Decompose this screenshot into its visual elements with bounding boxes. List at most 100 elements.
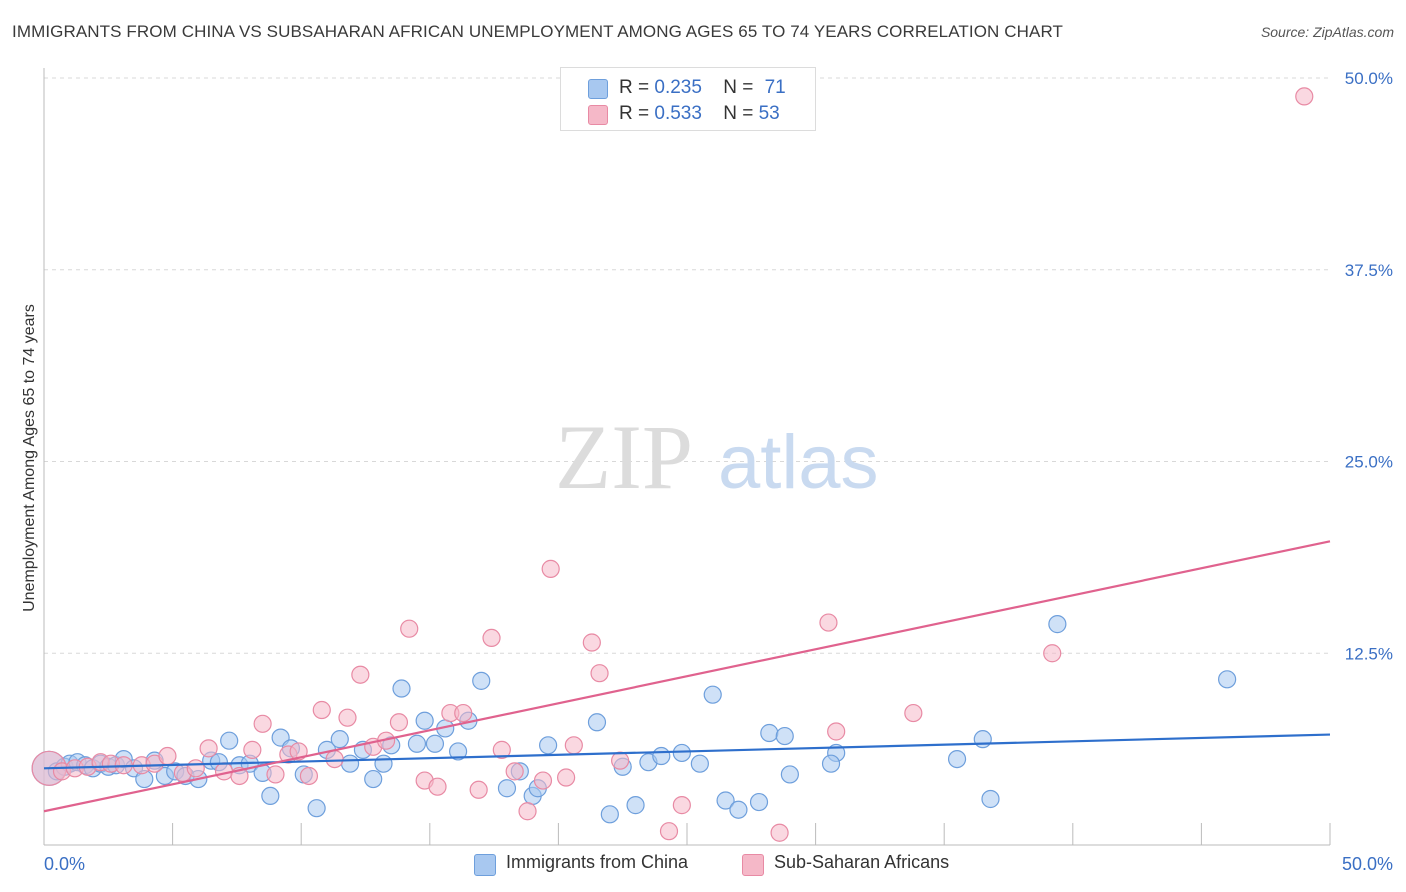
china-point: [626, 796, 645, 815]
y-tick-label: 37.5%: [1345, 261, 1393, 280]
china-point: [780, 765, 799, 784]
china-point: [307, 799, 326, 818]
n-label: N =: [723, 103, 754, 124]
source-label: Source: ZipAtlas.com: [1260, 24, 1394, 40]
china-point: [407, 734, 427, 753]
africa-point: [482, 628, 501, 648]
y-axis-title: Unemployment Among Ages 65 to 74 years: [21, 304, 38, 612]
x-tick-label: 0.0%: [44, 854, 85, 874]
africa-point: [827, 722, 846, 741]
china-point: [729, 800, 748, 819]
axes: [43, 68, 1331, 846]
legend-label-africa: Sub-Saharan Africans: [774, 852, 950, 872]
africa-point: [611, 751, 630, 770]
legend-swatch-africa: [588, 105, 608, 125]
china-point: [600, 805, 619, 824]
china-point: [425, 734, 445, 753]
africa-point: [1043, 644, 1062, 663]
china-point: [716, 791, 735, 810]
trend-line-africa: [43, 540, 1331, 813]
africa-point: [253, 714, 272, 733]
tick-labels: 12.5% 25.0% 37.5% 50.0% 0.0% 50.0%: [44, 69, 1393, 874]
china-point: [703, 685, 722, 704]
china-point: [330, 730, 349, 749]
gridlines: [44, 77, 1330, 654]
china-point: [261, 786, 280, 806]
series-legend: Immigrants from China Sub-Saharan Africa…: [0, 852, 1406, 876]
series-africa-points: [31, 87, 1314, 842]
china-point: [775, 726, 794, 746]
china-point: [587, 713, 607, 732]
china-point: [448, 742, 468, 761]
africa-point: [659, 822, 679, 841]
africa-point: [672, 796, 691, 815]
africa-point: [454, 703, 473, 723]
r-value: 0.533: [654, 103, 702, 124]
china-point: [1048, 615, 1067, 634]
y-tick-label: 25.0%: [1345, 453, 1393, 472]
china-point: [497, 779, 517, 798]
china-point: [749, 792, 769, 812]
africa-point: [770, 823, 789, 842]
africa-point: [266, 765, 285, 784]
chart-title: IMMIGRANTS FROM CHINA VS SUBSAHARAN AFRI…: [12, 22, 1063, 41]
legend-label-china: Immigrants from China: [506, 852, 689, 872]
africa-point: [582, 633, 601, 652]
china-point: [364, 769, 383, 789]
china-point: [672, 743, 691, 763]
n-value: 71: [764, 77, 786, 98]
y-tick-label: 50.0%: [1345, 69, 1393, 88]
china-point: [947, 749, 967, 769]
africa-point: [541, 559, 560, 578]
africa-point: [312, 700, 331, 720]
africa-point: [325, 749, 344, 769]
legend-swatch-africa: [742, 854, 764, 876]
r-value: 0.235: [654, 77, 702, 98]
n-label: N =: [723, 77, 754, 98]
africa-point: [400, 619, 419, 638]
r-label: R =: [619, 103, 650, 124]
trend-lines: [43, 540, 1331, 813]
africa-point: [505, 762, 524, 781]
china-point: [690, 754, 709, 773]
africa-point: [904, 703, 923, 723]
watermark-atlas: atlas: [718, 420, 879, 505]
africa-point: [186, 759, 205, 778]
africa-point: [564, 736, 583, 755]
africa-point: [351, 665, 370, 684]
china-point: [973, 730, 992, 749]
africa-point: [428, 777, 447, 796]
china-point: [340, 754, 360, 773]
africa-point: [1295, 87, 1314, 106]
watermark-zip: ZIP: [555, 406, 693, 508]
r-label: R =: [619, 77, 650, 98]
africa-point: [389, 713, 409, 732]
y-tick-label: 12.5%: [1345, 644, 1393, 663]
trend-line-china: [43, 733, 1331, 770]
watermark: ZIP atlas: [555, 406, 879, 508]
africa-point: [492, 740, 511, 759]
africa-point: [819, 613, 838, 632]
correlation-legend: R = 0.235 N = 71 R = 0.533 N = 53: [560, 67, 816, 131]
africa-point: [557, 768, 576, 787]
africa-point: [533, 771, 553, 790]
china-point: [374, 754, 393, 773]
china-point: [415, 711, 434, 730]
africa-point: [299, 766, 319, 786]
china-point: [220, 731, 239, 750]
africa-point: [338, 708, 357, 727]
china-point: [392, 679, 411, 698]
china-point: [760, 723, 779, 743]
africa-point: [518, 802, 537, 821]
legend-swatch-china: [588, 79, 608, 99]
x-tick-label: 50.0%: [1342, 854, 1393, 874]
china-point: [539, 736, 558, 755]
china-point: [472, 671, 491, 690]
africa-point: [469, 780, 488, 799]
africa-point: [590, 664, 609, 683]
china-point: [821, 754, 841, 773]
africa-point: [199, 739, 218, 758]
legend-swatch-china: [474, 854, 496, 876]
china-point: [981, 789, 1000, 809]
